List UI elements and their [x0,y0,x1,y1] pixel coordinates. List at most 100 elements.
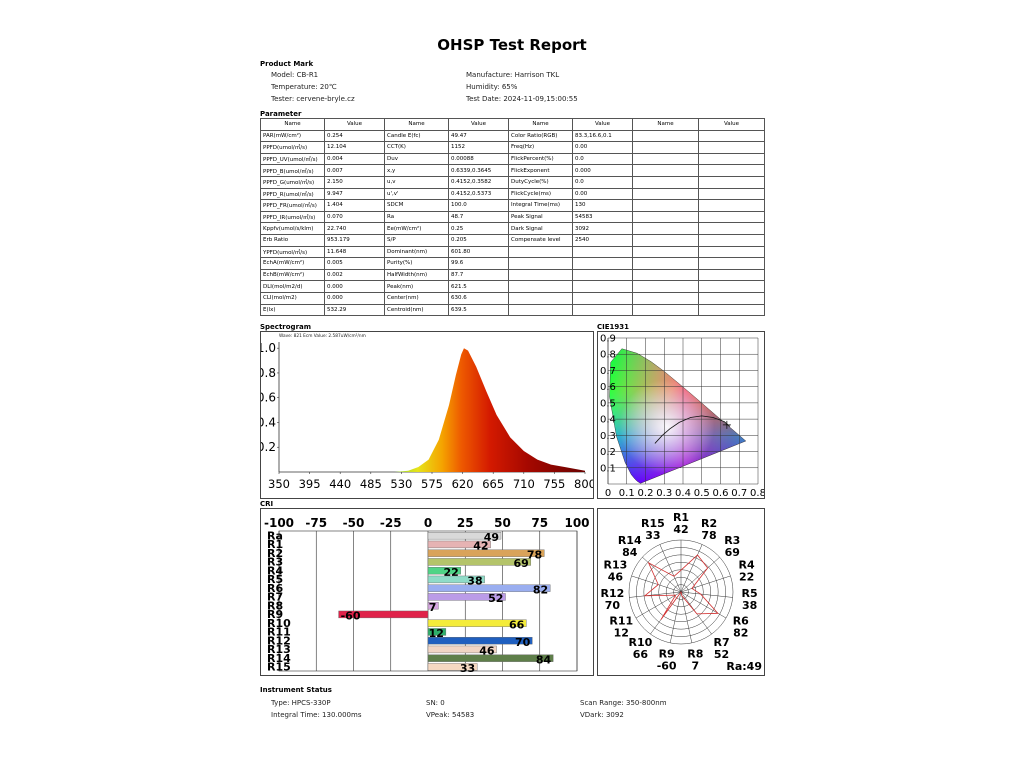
radar-ra-label: Ra:49 [726,660,762,673]
parameter-header-cell: Name [508,118,573,131]
parameter-header-cell: Value [448,118,509,131]
parameter-value-cell: 0.007 [324,164,385,177]
cie-x-tick-label: 0 [605,488,611,498]
parameter-name-cell [632,245,699,259]
parameter-value-cell [698,245,765,259]
radar-axis-value: 42 [673,523,688,536]
cri-value-label: 69 [513,557,528,570]
cri-category-label: R15 [267,661,291,674]
parameter-row: PPFD_G(umol/㎡/s) 2.150 u,v 0.4152,0.3582 Dut… [260,175,765,189]
parameter-value-cell: 0.254 [324,129,385,143]
parameter-heading: Parameter [260,110,302,118]
parameter-name-cell [632,257,699,270]
cri-category-label: R9 [267,608,283,621]
radar-axis-label: R1 [673,511,689,524]
cie-x-tick-label: 0.5 [694,488,710,498]
parameter-value-cell: 0.4152,0.3582 [448,175,509,189]
parameter-value-cell: 0.4152,0.5373 [448,187,509,201]
spectrogram-panel: Wave: 821 Ecm Value: 2.587uW/cm²/nm 0.2 0… [257,331,599,499]
product-mark-heading: Product Mark [260,60,314,68]
cri-value-label: 52 [488,592,503,605]
cri-category-label: R8 [267,599,283,612]
scan-range-text: Scan Range: 350-800nm [580,699,667,707]
cri-heading: CRI [260,500,274,508]
parameter-name-cell: PPFD_FR(umol/㎡/s) [260,199,325,212]
parameter-row: CLI(mol/m2) 0.000 Center(nm) 630.6 [260,291,765,305]
parameter-value-cell [698,257,765,270]
parameter-header-row: Name Value Name Value Name Value Name Value [260,118,765,131]
parameter-name-cell [508,291,573,305]
parameter-value-cell: 2540 [572,233,633,247]
cri-x-tick-label: 0 [424,516,432,530]
parameter-name-cell: Ee(mW/cm²) [384,222,449,235]
radar-axis-value: 22 [739,571,754,584]
cri-value-label: 38 [467,575,482,588]
radar-spoke [629,591,682,598]
parameter-name-cell: PPFD_IR(umol/㎡/s) [260,210,325,224]
instrument-type-text: Type: HPCS-330P [271,699,331,707]
parameter-name-cell: x,y [384,164,449,177]
parameter-name-cell [632,303,699,317]
spectrogram-x-tick-label: 530 [390,477,412,491]
parameter-value-cell: 0.004 [324,152,385,166]
parameter-header-cell: Name [632,118,699,131]
cri-bar [427,619,527,627]
cri-bar [427,645,497,654]
parameter-name-cell: FlickExponent [508,164,573,177]
cie-y-tick-label: 0.7 [600,366,616,377]
parameter-name-cell: Candle E(fc) [384,129,449,143]
cri-x-tick-label: -100 [264,516,294,530]
planckian-locus [654,415,731,444]
cie-x-tick-label: 0.2 [638,488,654,498]
parameter-value-cell: 49.47 [448,129,509,143]
cie-y-tick-label: 0.3 [600,431,616,442]
parameter-name-cell: Compensate level [508,233,573,247]
radar-axis-label: R13 [603,559,627,572]
spectrogram-x-tick-label: 710 [513,477,535,491]
radar-axis-label: R14 [618,534,642,547]
parameter-value-cell [572,245,633,259]
cri-category-label: R3 [267,556,283,569]
parameter-value-cell: 99.6 [448,257,509,270]
spectrum-area [394,348,585,472]
parameter-value-cell: 87.7 [448,268,509,282]
parameter-name-cell [508,245,573,259]
parameter-row: PAR(mW/cm²) 0.254 Candle E(fc) 49.47 Color R… [260,129,765,143]
parameter-name-cell [632,280,699,293]
radar-axis-label: R2 [701,517,717,530]
cie-x-tick-label: 0.7 [731,488,747,498]
cri-bar [427,575,485,584]
parameter-value-cell: 11.648 [324,245,385,259]
parameter-row: E(lx) 532.29 Centroid(nm) 639.5 [260,303,765,317]
parameter-name-cell: DutyCycle(%) [508,175,573,189]
cie-y-tick-label: 0.6 [600,382,616,393]
cri-radar-panel: R1 42 R2 78 R3 69 R4 22 R5 38 R6 82 R7 52 R8 7 R9 -60 R10 6… [597,508,765,676]
parameter-value-cell: 54583 [572,210,633,224]
spectrogram-x-tick-label: 620 [452,477,474,491]
radar-axis-label: R6 [733,615,749,628]
parameter-value-cell: 3092 [572,222,633,235]
parameter-header-cell: Value [572,118,633,131]
parameter-name-cell [632,152,699,166]
cri-bar-chart: -100 -75 -50 -25 0 25 50 75 100 Ra 49 R1 42 R2 78 R3 69 R… [264,516,590,675]
cri-value-label: 33 [460,662,475,675]
integral-time-text: Integral Time: 130.000ms [271,711,362,719]
parameter-name-cell: Dark Signal [508,222,573,235]
parameter-name-cell: DLI(mol/m2/d) [260,280,325,293]
cie-x-tick-label: 0.6 [713,488,729,498]
radar-axis-label: R3 [724,534,740,547]
parameter-name-cell: Freq(Hz) [508,141,573,154]
cri-value-label: 42 [473,540,488,553]
cri-category-label: R2 [267,547,283,560]
cri-value-label: 78 [527,548,542,561]
radar-axis-value: 52 [714,648,729,661]
parameter-value-cell: 0.070 [324,210,385,224]
humidity-text: Humidity: 65% [466,83,518,91]
radar-axis-label: R4 [739,559,755,572]
parameter-row: Erb Ratio 953.179 S/P 0.205 Compensate level… [260,233,765,247]
parameter-value-cell: 0.002 [324,268,385,282]
parameter-name-cell: u',v' [384,187,449,201]
cri-bar [427,549,545,557]
parameter-name-cell: u,v [384,175,449,189]
parameter-name-cell [508,268,573,282]
